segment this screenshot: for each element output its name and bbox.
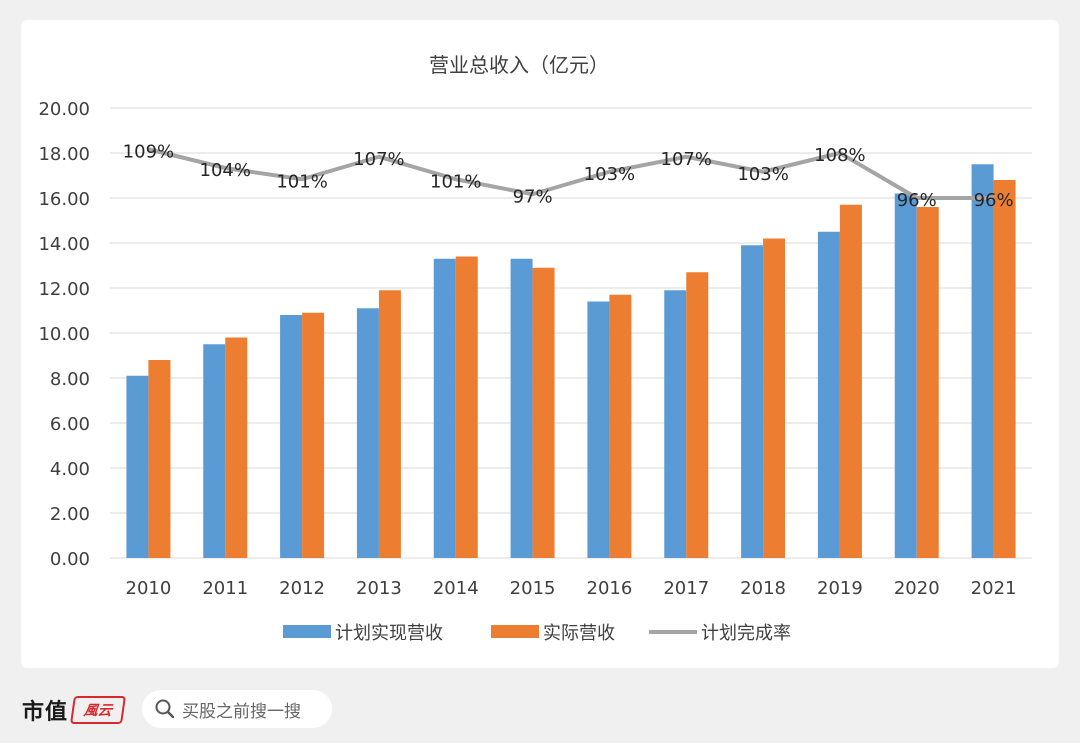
brand-logo: 市值 風云: [22, 693, 126, 727]
legend-label: 计划完成率: [701, 623, 791, 644]
y-tick-label: 10.00: [38, 324, 90, 345]
y-tick-label: 2.00: [50, 504, 90, 525]
bar-planned: [817, 231, 840, 558]
brand-stamp: 風云: [70, 696, 126, 724]
data-label: 101%: [430, 171, 481, 192]
data-label: 96%: [974, 190, 1014, 211]
legend-label: 实际营收: [543, 623, 615, 644]
x-tick-label: 2021: [971, 578, 1017, 599]
data-label: 107%: [661, 149, 712, 170]
bar-actual: [993, 180, 1016, 558]
bar-actual: [686, 272, 709, 558]
search-icon: [155, 699, 175, 719]
data-label: 103%: [737, 164, 788, 185]
bar-actual: [378, 290, 401, 558]
search-box[interactable]: 买股之前搜一搜: [142, 690, 332, 728]
data-label: 107%: [353, 149, 404, 170]
y-tick-label: 12.00: [38, 279, 90, 300]
data-label: 96%: [897, 190, 937, 211]
x-tick-label: 2015: [510, 578, 556, 599]
y-tick-label: 14.00: [38, 234, 90, 255]
chart-card: 营业总收入（亿元） 0.00 2.00 4.00 6.00 8.00 10.00 12.00 1…: [21, 20, 1059, 668]
y-tick-label: 6.00: [50, 414, 90, 435]
bar-planned: [894, 193, 917, 558]
brand-name: 市值: [22, 699, 69, 725]
data-label: 101%: [276, 171, 327, 192]
y-tick-label: 16.00: [38, 189, 90, 210]
x-tick-label: 2019: [817, 578, 863, 599]
legend-swatch: [491, 625, 539, 638]
bar-planned: [280, 315, 303, 558]
data-label: 108%: [814, 145, 865, 166]
x-tick-label: 2011: [202, 578, 248, 599]
x-tick-label: 2014: [433, 578, 479, 599]
y-tick-label: 0.00: [50, 549, 90, 570]
bar-actual: [148, 360, 171, 558]
line-completion-rate: [147, 147, 994, 200]
bar-actual: [609, 294, 632, 558]
y-tick-label: 8.00: [50, 369, 90, 390]
data-label: 103%: [584, 164, 635, 185]
bar-planned: [510, 258, 533, 558]
bar-planned: [126, 375, 149, 558]
search-placeholder: 买股之前搜一搜: [182, 701, 301, 722]
bar-actual: [455, 256, 478, 558]
x-tick-label: 2012: [279, 578, 325, 599]
bar-actual: [839, 204, 862, 558]
bar-actual: [225, 337, 248, 558]
x-tick-label: 2018: [740, 578, 786, 599]
x-tick-label: 2017: [663, 578, 709, 599]
chart-title: 营业总收入（亿元）: [429, 53, 609, 77]
bar-planned: [971, 164, 994, 558]
bar-planned: [664, 290, 687, 558]
data-label: 109%: [123, 141, 174, 162]
x-tick-label: 2013: [356, 578, 402, 599]
bar-planned: [433, 258, 456, 558]
legend-label: 计划实现营收: [335, 623, 443, 644]
y-tick-label: 4.00: [50, 459, 90, 480]
footer-bar: 市值 風云 买股之前搜一搜: [0, 680, 1080, 743]
x-tick-label: 2020: [894, 578, 940, 599]
y-tick-label: 20.00: [38, 99, 90, 120]
bar-actual: [763, 238, 786, 558]
x-tick-label: 2016: [587, 578, 633, 599]
y-tick-label: 18.00: [38, 144, 90, 165]
x-tick-label: 2010: [126, 578, 172, 599]
bar-actual: [916, 207, 939, 558]
bar-planned: [203, 344, 226, 558]
bar-planned: [587, 301, 610, 558]
legend-swatch: [283, 625, 331, 638]
bar-actual: [532, 267, 555, 558]
bar-planned: [356, 308, 379, 558]
data-label: 97%: [513, 186, 553, 207]
bar-planned: [741, 245, 764, 558]
bar-actual: [302, 312, 325, 558]
revenue-chart: 营业总收入（亿元） 0.00 2.00 4.00 6.00 8.00 10.00 12.00 1…: [38, 53, 1032, 644]
data-label: 104%: [200, 160, 251, 181]
